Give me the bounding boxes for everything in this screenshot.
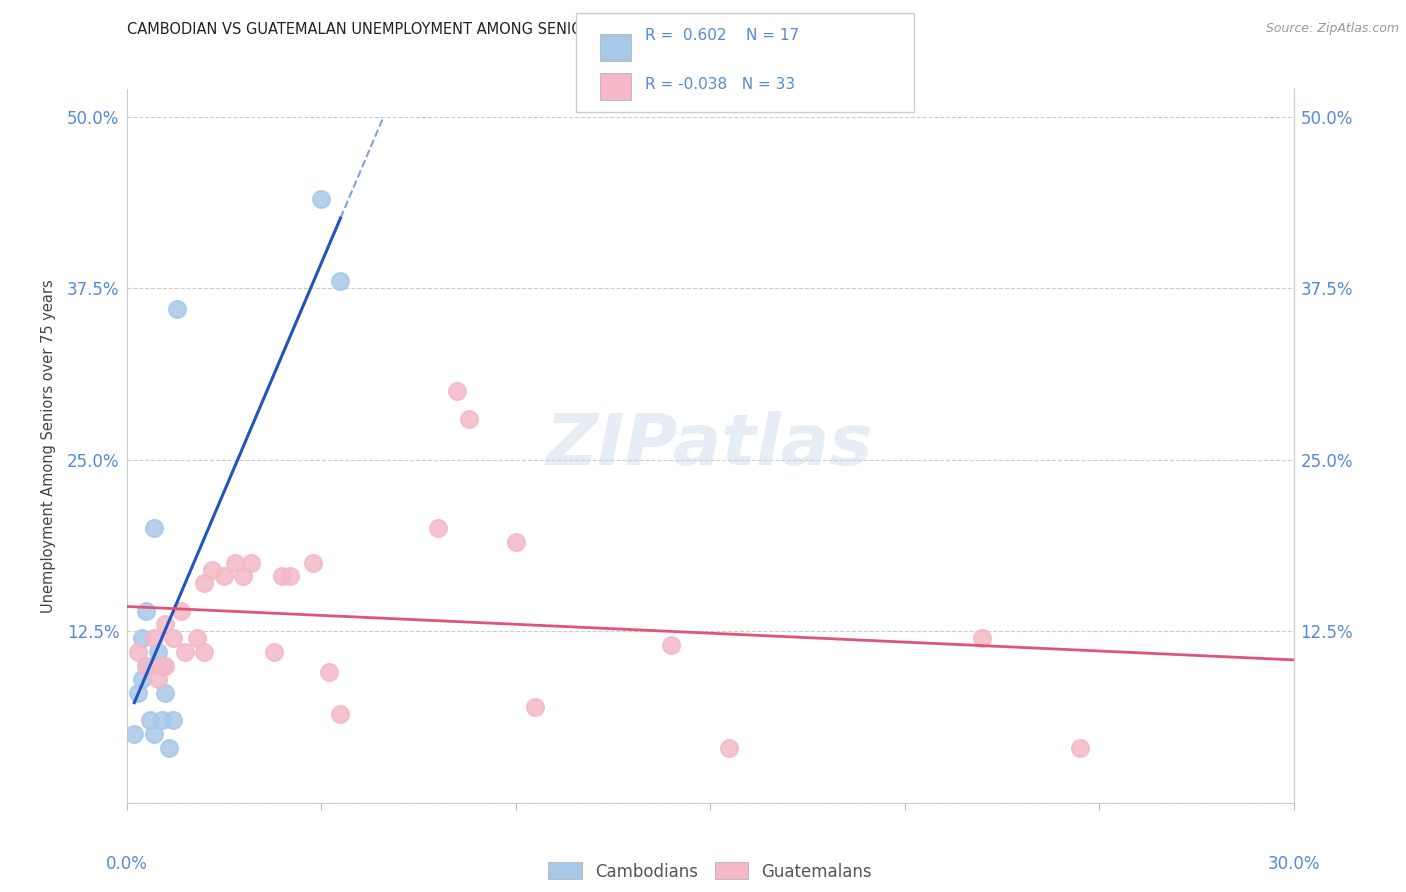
Point [972,631,994,645]
Point [142,727,165,741]
Point [135,658,157,673]
Point [155,658,177,673]
Point [174,645,197,659]
Point [150,714,173,728]
Point [155,617,177,632]
Point [162,631,184,645]
Point [193,576,215,591]
Point [142,631,165,645]
Point [170,604,193,618]
Text: R = -0.038   N = 33: R = -0.038 N = 33 [645,78,796,92]
Point [240,556,263,570]
Point [157,740,180,755]
Point [142,521,165,535]
Point [318,665,340,680]
Point [232,569,254,583]
Point [212,569,235,583]
Text: Source: ZipAtlas.com: Source: ZipAtlas.com [1265,22,1399,36]
Point [224,556,246,570]
Point [131,673,153,687]
Point [718,740,741,755]
Point [263,645,285,659]
Point [146,645,169,659]
Text: CAMBODIAN VS GUATEMALAN UNEMPLOYMENT AMONG SENIORS OVER 75 YEARS CORRELATION CHA: CAMBODIAN VS GUATEMALAN UNEMPLOYMENT AMO… [127,22,886,37]
Point [309,192,332,206]
Point [278,569,301,583]
Point [505,535,527,549]
Point [271,569,294,583]
Point [659,638,682,652]
Text: ZIPatlas: ZIPatlas [547,411,873,481]
Y-axis label: Unemployment Among Seniors over 75 years: Unemployment Among Seniors over 75 years [41,279,56,613]
Point [127,686,149,700]
Point [201,562,224,576]
Point [135,658,157,673]
Point [124,727,146,741]
Point [155,686,177,700]
Point [131,631,153,645]
Point [329,274,352,288]
Point [457,411,479,425]
Legend: Cambodians, Guatemalans: Cambodians, Guatemalans [541,855,879,888]
Point [146,673,169,687]
Point [193,645,215,659]
Text: R =  0.602    N = 17: R = 0.602 N = 17 [645,29,800,43]
Point [166,301,188,316]
Point [186,631,208,645]
Point [302,556,325,570]
Point [162,714,184,728]
Point [523,699,546,714]
Point [329,706,352,721]
Text: 0.0%: 0.0% [105,855,148,873]
Point [150,658,173,673]
Point [426,521,449,535]
Point [1069,740,1091,755]
Point [139,714,162,728]
Text: 30.0%: 30.0% [1267,855,1320,873]
Point [446,384,468,398]
Point [135,604,157,618]
Point [127,645,149,659]
